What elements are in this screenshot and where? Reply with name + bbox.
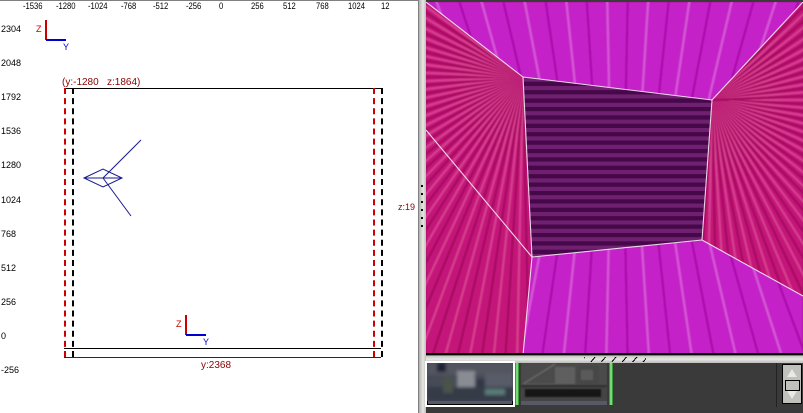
svg-text:Y: Y bbox=[63, 42, 69, 52]
svg-text:Z: Z bbox=[36, 24, 42, 34]
svg-text:Y: Y bbox=[203, 337, 209, 347]
svg-text:Z: Z bbox=[176, 319, 182, 329]
